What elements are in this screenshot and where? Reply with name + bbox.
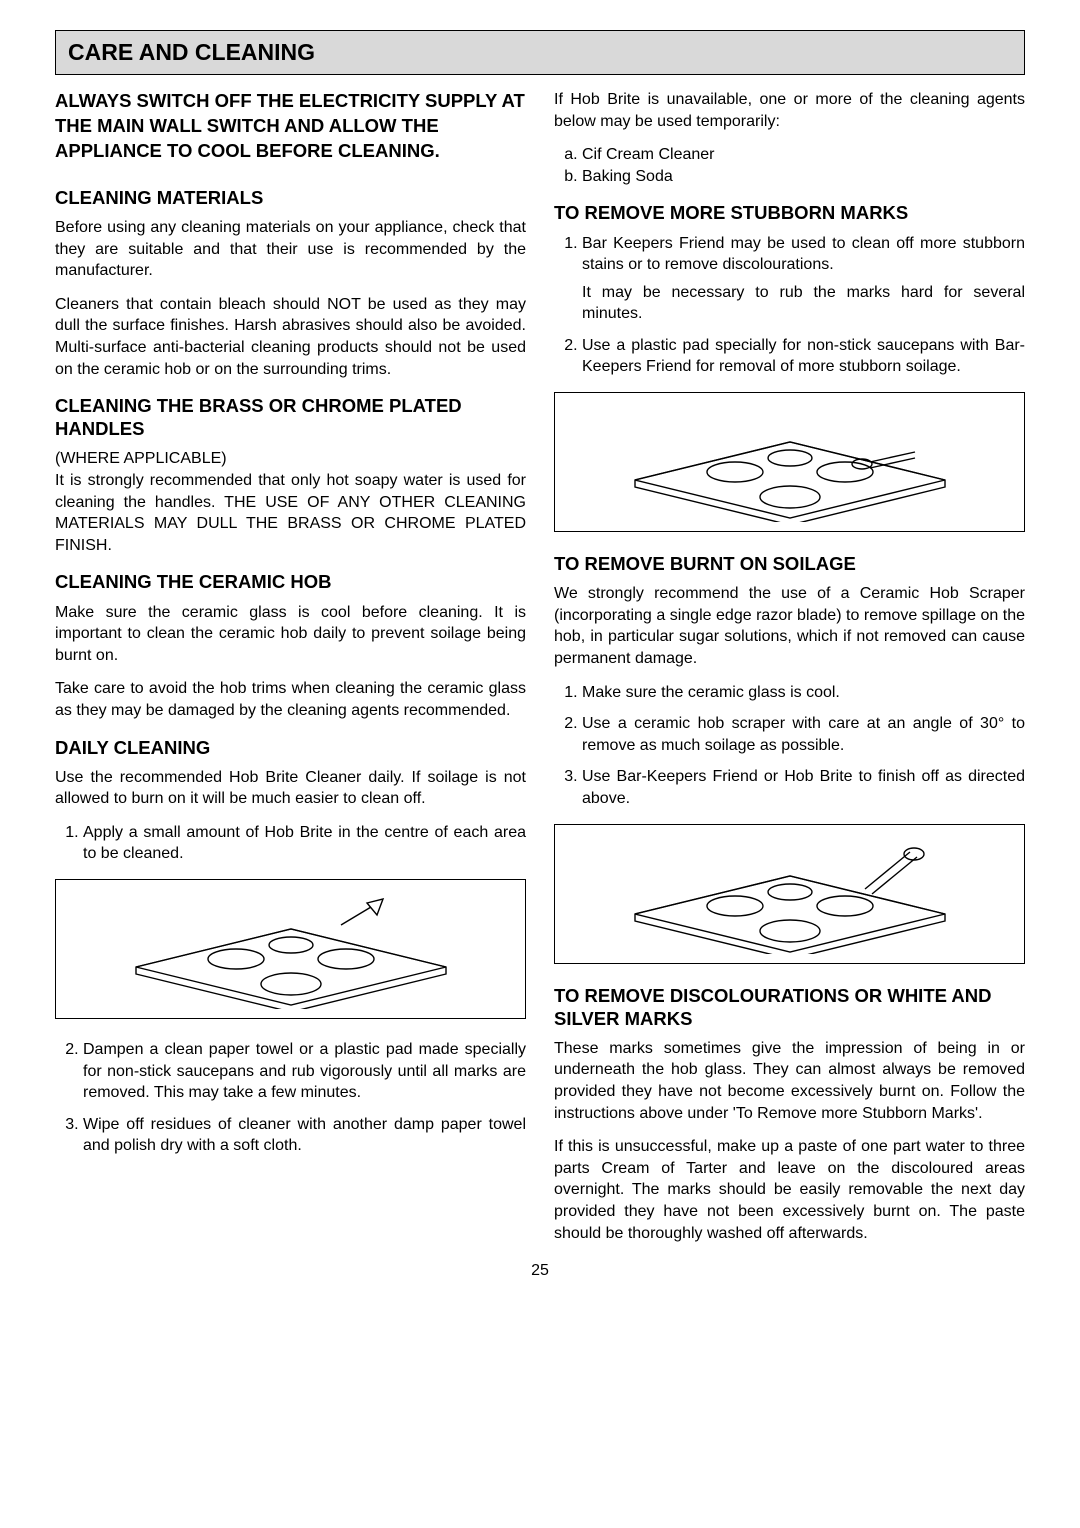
list-item-extra: It may be necessary to rub the marks har…	[582, 282, 1025, 325]
list-item: Wipe off residues of cleaner with anothe…	[83, 1114, 526, 1157]
page: CARE AND CLEANING ALWAYS SWITCH OFF THE …	[0, 0, 1080, 1300]
list-item: Use a plastic pad specially for non-stic…	[582, 335, 1025, 378]
daily-cleaning-list: Apply a small amount of Hob Brite in the…	[55, 822, 526, 865]
hob-figure-2	[554, 392, 1025, 532]
hob-icon	[111, 889, 471, 1009]
subheading-where-applicable: (WHERE APPLICABLE)	[55, 448, 526, 470]
burnt-list: Make sure the ceramic glass is cool. Use…	[554, 682, 1025, 810]
para: We strongly recommend the use of a Ceram…	[554, 583, 1025, 669]
heading-brass-chrome: CLEANING THE BRASS OR CHROME PLATED HAND…	[55, 394, 526, 440]
hob-figure-1	[55, 879, 526, 1019]
para: Cleaners that contain bleach should NOT …	[55, 294, 526, 380]
list-item: Use a ceramic hob scraper with care at a…	[582, 713, 1025, 756]
heading-burnt-soilage: TO REMOVE BURNT ON SOILAGE	[554, 552, 1025, 575]
para: If Hob Brite is unavailable, one or more…	[554, 89, 1025, 132]
hob-icon	[610, 834, 970, 954]
list-item: Dampen a clean paper towel or a plastic …	[83, 1039, 526, 1104]
list-item: Bar Keepers Friend may be used to clean …	[582, 233, 1025, 325]
right-column: If Hob Brite is unavailable, one or more…	[554, 89, 1025, 1256]
section-banner: CARE AND CLEANING	[55, 30, 1025, 75]
list-item: Apply a small amount of Hob Brite in the…	[83, 822, 526, 865]
list-item: Cif Cream Cleaner	[582, 144, 1025, 166]
column-layout: ALWAYS SWITCH OFF THE ELECTRICITY SUPPLY…	[55, 89, 1025, 1256]
lead-warning: ALWAYS SWITCH OFF THE ELECTRICITY SUPPLY…	[55, 89, 526, 164]
heading-daily-cleaning: DAILY CLEANING	[55, 736, 526, 759]
para: Use the recommended Hob Brite Cleaner da…	[55, 767, 526, 810]
list-item: Use Bar-Keepers Friend or Hob Brite to f…	[582, 766, 1025, 809]
hob-icon	[610, 402, 970, 522]
hob-figure-3	[554, 824, 1025, 964]
banner-title: CARE AND CLEANING	[68, 39, 1012, 66]
alt-agents-list: Cif Cream Cleaner Baking Soda	[554, 144, 1025, 187]
left-column: ALWAYS SWITCH OFF THE ELECTRICITY SUPPLY…	[55, 89, 526, 1256]
daily-cleaning-list-cont: Dampen a clean paper towel or a plastic …	[55, 1039, 526, 1157]
heading-discolourations: TO REMOVE DISCOLOURATIONS OR WHITE AND S…	[554, 984, 1025, 1030]
heading-stubborn-marks: TO REMOVE MORE STUBBORN MARKS	[554, 201, 1025, 224]
list-item: Baking Soda	[582, 166, 1025, 188]
stubborn-list: Bar Keepers Friend may be used to clean …	[554, 233, 1025, 379]
list-item-text: Bar Keepers Friend may be used to clean …	[582, 235, 1025, 274]
heading-ceramic-hob: CLEANING THE CERAMIC HOB	[55, 570, 526, 593]
para: If this is unsuccessful, make up a paste…	[554, 1136, 1025, 1244]
para: It is strongly recommended that only hot…	[55, 470, 526, 556]
para: Before using any cleaning materials on y…	[55, 217, 526, 282]
heading-cleaning-materials: CLEANING MATERIALS	[55, 186, 526, 209]
para: Take care to avoid the hob trims when cl…	[55, 678, 526, 721]
para: Make sure the ceramic glass is cool befo…	[55, 602, 526, 667]
list-item: Make sure the ceramic glass is cool.	[582, 682, 1025, 704]
para: These marks sometimes give the impressio…	[554, 1038, 1025, 1124]
page-number: 25	[55, 1262, 1025, 1280]
